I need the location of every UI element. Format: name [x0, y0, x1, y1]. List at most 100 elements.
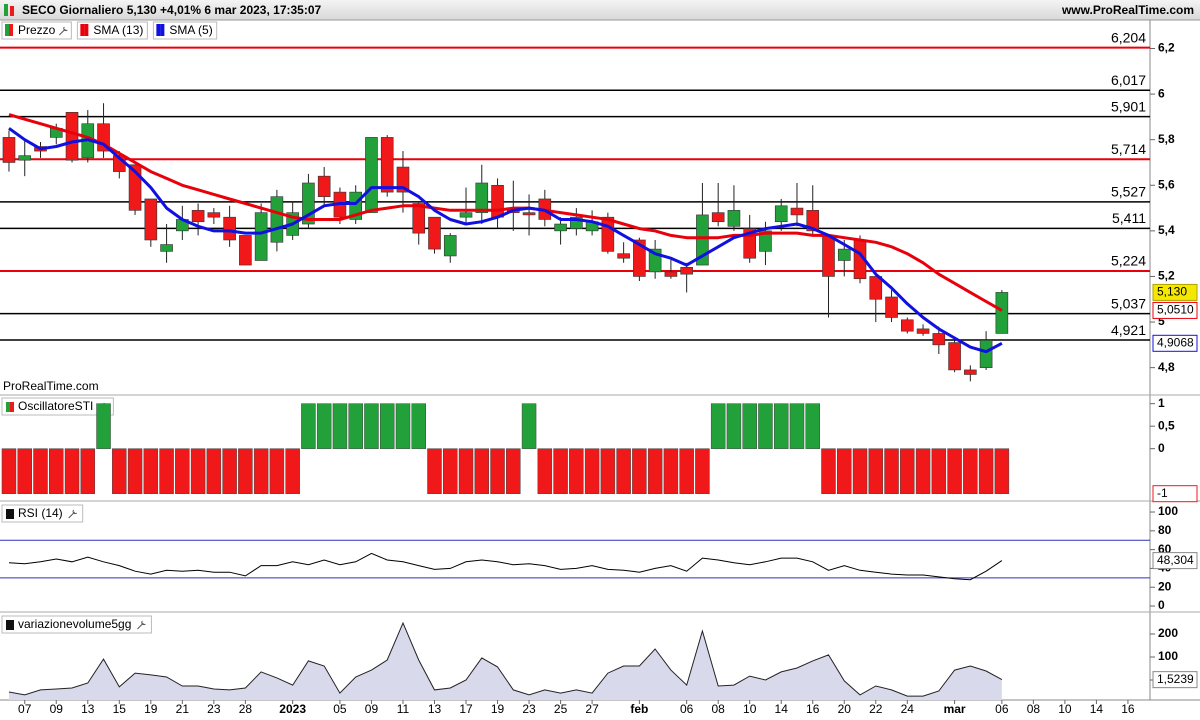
candle-body: [837, 248, 851, 261]
settings-icon: [68, 509, 78, 519]
oscillator-bar: [632, 448, 647, 494]
panel-title: variazionevolume5gg: [1, 615, 152, 634]
legend-label: Prezzo: [18, 23, 56, 37]
oscillator-bar: [963, 448, 978, 494]
candle-body: [428, 216, 441, 250]
sma-line: [8, 113, 1003, 312]
legend-box: [76, 21, 148, 40]
candle-body: [65, 112, 79, 161]
x-tick-label: 14: [1090, 702, 1104, 716]
x-tick-label: 16: [806, 702, 820, 716]
oscillator-bar: [238, 448, 253, 494]
oscillator-bar: [900, 448, 915, 494]
panel-title: RSI (14): [1, 504, 84, 523]
y-tick-label: 1: [1158, 396, 1165, 410]
oscillator-bar: [49, 448, 64, 494]
settings-icon: [59, 26, 68, 36]
panel-title-box: [1, 397, 114, 416]
level-label: 6,017: [1111, 72, 1146, 88]
x-tick-label: 13: [428, 702, 442, 716]
candle-body: [822, 235, 835, 277]
legend-item: SMA (5): [152, 21, 218, 40]
oscillator-bar: [679, 448, 694, 494]
y-tick-label: 0: [1158, 441, 1165, 455]
oscillator-bar: [285, 448, 300, 494]
oscillator-bar: [915, 448, 931, 494]
candle-body: [380, 137, 394, 193]
header-title: SECO Giornaliero 5,130 +4,01% 6 mar 2023…: [22, 3, 322, 17]
candle-body: [727, 210, 741, 227]
x-tick-label: 05: [333, 702, 347, 716]
x-tick-label: 25: [554, 702, 568, 716]
y-tick-label: 0,5: [1158, 418, 1175, 432]
oscillator-bar: [64, 448, 80, 494]
candle-body: [191, 210, 205, 223]
legend-box: [152, 21, 218, 40]
legend-swatch: [160, 24, 165, 36]
candle-body: [806, 210, 820, 232]
candle-body: [160, 244, 173, 252]
oscillator-bar: [742, 403, 757, 449]
oscillator-bar: [821, 448, 836, 494]
x-tick-label: 17: [459, 702, 473, 716]
oscillator-bar: [80, 448, 96, 494]
candle-body: [964, 369, 977, 375]
oscillator-bar: [647, 448, 663, 494]
x-tick-label: 28: [239, 702, 253, 716]
legend-swatch: [80, 24, 85, 36]
oscillator-bar: [411, 403, 426, 449]
level-label: 5,714: [1111, 141, 1146, 157]
oscillator-bar: [758, 403, 773, 449]
oscillator-bar: [553, 448, 568, 494]
oscillator-bar: [127, 448, 143, 494]
last-value-box: [1152, 485, 1198, 503]
candle-body: [396, 166, 410, 193]
oscillator-bar: [994, 448, 1010, 494]
oscillator-bar: [600, 448, 616, 494]
panel-title-box: [1, 615, 152, 634]
last-value-box: [1152, 334, 1198, 352]
x-tick-label: 08: [1027, 702, 1041, 716]
last-value-label: 5,130: [1157, 285, 1187, 299]
oscillator-bar: [190, 448, 206, 494]
legend-label: SMA (13): [93, 23, 143, 37]
candle-body: [2, 137, 16, 163]
x-tick-label: mar: [944, 702, 966, 716]
level-label: 6,204: [1111, 29, 1146, 45]
last-value-label: 48,304: [1157, 553, 1194, 567]
panel-title-icon: [10, 620, 14, 630]
volume-area: [8, 623, 1002, 700]
y-tick-label: 200: [1158, 626, 1178, 640]
candle-body: [365, 137, 378, 213]
candle-body: [948, 342, 961, 371]
x-tick-label: 19: [491, 702, 505, 716]
candle-body: [412, 203, 426, 234]
last-value-label: 1,5239: [1157, 672, 1194, 686]
header-site[interactable]: www.ProRealTime.com: [1061, 3, 1194, 17]
y-tick-label: 6: [1158, 86, 1165, 100]
y-tick-label: 80: [1158, 523, 1172, 537]
oscillator-bar: [710, 403, 726, 449]
oscillator-bar: [269, 448, 285, 494]
x-tick-label: 14: [775, 702, 789, 716]
last-value-box: [1152, 301, 1198, 319]
panel-title-icon: [10, 402, 14, 412]
oscillator-bar: [1, 448, 17, 494]
candle-body: [932, 333, 946, 346]
x-tick-label: 15: [113, 702, 127, 716]
oscillator-bar: [506, 448, 521, 494]
x-tick-label: 10: [743, 702, 757, 716]
candle-body: [601, 216, 615, 252]
rsi-line: [8, 552, 1003, 581]
candle-body: [18, 155, 32, 161]
last-value-box: [1152, 671, 1198, 689]
oscillator-bar: [395, 403, 411, 449]
x-tick-label: 07: [18, 702, 32, 716]
y-tick-label: 5,8: [1158, 132, 1175, 146]
oscillator-bar: [458, 448, 474, 494]
legend-swatch: [84, 24, 89, 36]
settings-icon: [137, 620, 146, 630]
header-bar: [0, 0, 1200, 20]
oscillator-bar: [379, 403, 395, 449]
